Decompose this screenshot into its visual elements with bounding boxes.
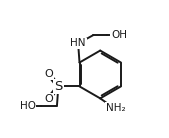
Text: S: S [54,80,63,93]
Text: HO: HO [20,101,36,111]
Text: O: O [44,69,53,79]
Text: NH₂: NH₂ [106,103,126,113]
Text: O: O [44,94,53,104]
Text: HN: HN [70,38,86,48]
Text: OH: OH [111,30,127,40]
